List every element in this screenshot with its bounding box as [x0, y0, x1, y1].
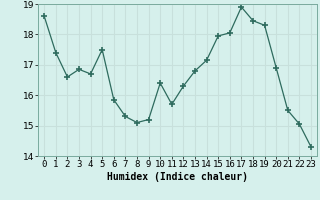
X-axis label: Humidex (Indice chaleur): Humidex (Indice chaleur) — [107, 172, 248, 182]
